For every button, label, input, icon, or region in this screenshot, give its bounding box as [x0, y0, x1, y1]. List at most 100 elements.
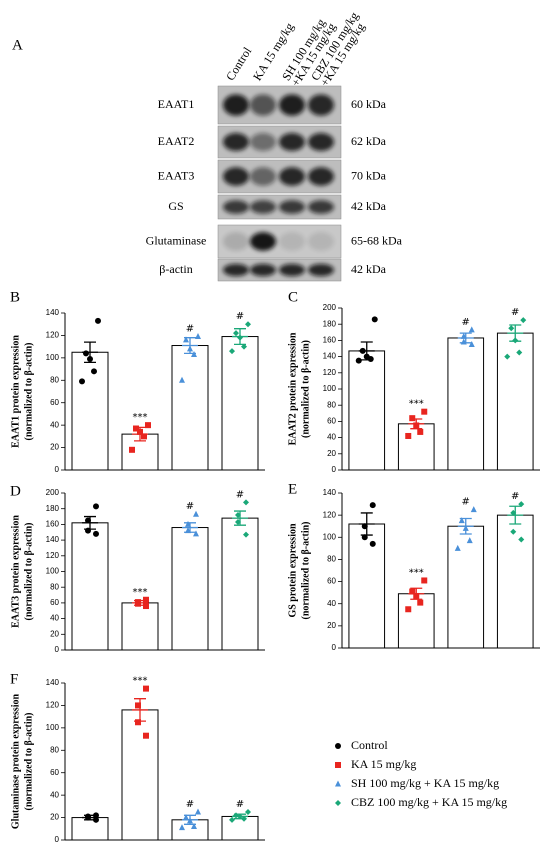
blot-band — [223, 263, 249, 277]
y-tick-label: 120 — [46, 331, 60, 340]
data-point — [85, 814, 91, 821]
significance-label: # — [186, 501, 194, 512]
row-label: GS — [168, 199, 183, 213]
data-point — [518, 536, 525, 543]
blot-band — [250, 133, 276, 151]
significance-label: # — [236, 311, 244, 322]
data-point — [335, 800, 341, 806]
y-tick-label: 40 — [327, 599, 336, 608]
data-point — [187, 817, 193, 824]
panel-letter: F — [10, 671, 18, 687]
data-point — [508, 325, 515, 332]
bar — [221, 517, 259, 651]
blot-band — [250, 200, 276, 214]
y-tick-label: 40 — [50, 420, 59, 429]
bar — [348, 350, 386, 471]
bar — [121, 709, 159, 841]
data-point — [143, 732, 149, 739]
data-point — [369, 502, 376, 509]
data-point — [185, 527, 191, 534]
data-point — [85, 517, 91, 524]
lane-label-line: Control — [223, 44, 255, 83]
data-point — [187, 345, 193, 352]
y-axis-label: (normalized to β-actin) — [23, 342, 34, 440]
size-label: 65-68 kDa — [351, 233, 403, 247]
data-point — [95, 317, 101, 324]
bar — [496, 332, 534, 471]
blot-band — [308, 232, 334, 251]
data-point — [191, 350, 197, 357]
data-point — [504, 353, 511, 360]
blot-band — [250, 167, 276, 186]
y-tick-label: 60 — [327, 417, 336, 426]
significance-label: # — [186, 324, 194, 335]
data-point — [518, 501, 525, 508]
data-point — [516, 349, 523, 356]
error-bar — [82, 341, 98, 363]
blot-band — [279, 133, 305, 151]
blot-band — [279, 94, 305, 116]
data-point — [409, 415, 416, 422]
y-tick-label: 140 — [46, 308, 60, 317]
blot-band — [250, 263, 276, 277]
y-tick-label: 0 — [55, 465, 60, 474]
data-point — [405, 606, 412, 613]
data-point — [335, 762, 341, 768]
y-tick-label: 20 — [50, 813, 59, 822]
data-point — [458, 517, 465, 524]
bar — [221, 815, 259, 841]
y-tick-label: 80 — [50, 375, 59, 384]
blot-band — [223, 200, 249, 214]
y-tick-label: 120 — [46, 701, 60, 710]
row-label: β-actin — [159, 262, 192, 276]
data-point — [510, 509, 517, 516]
error-bar — [182, 522, 198, 533]
data-point — [417, 428, 424, 435]
error-bar — [507, 324, 524, 342]
y-tick-label: 180 — [323, 319, 337, 328]
y-tick-label: 100 — [323, 532, 337, 541]
data-point — [241, 815, 247, 822]
row-label: EAAT3 — [158, 168, 195, 182]
bar — [171, 527, 209, 651]
y-tick-label: 80 — [327, 400, 336, 409]
data-point — [470, 506, 477, 513]
data-point — [135, 600, 141, 607]
y-axis-label: EAAT3 protein expression — [10, 515, 21, 628]
blot-band — [223, 232, 249, 251]
y-tick-label: 60 — [327, 577, 336, 586]
bar — [221, 336, 259, 471]
data-point — [141, 433, 147, 440]
y-tick-label: 0 — [55, 645, 60, 654]
data-point — [243, 531, 249, 538]
data-point — [83, 350, 89, 357]
y-tick-label: 60 — [50, 768, 59, 777]
panel-letter: D — [10, 483, 21, 499]
blot-band — [250, 232, 276, 251]
data-point — [87, 355, 93, 362]
significance-label: *** — [133, 676, 148, 687]
error-bar — [507, 505, 524, 525]
data-point — [243, 499, 249, 506]
y-axis-label: (normalized to β-actin) — [300, 340, 311, 438]
bar — [496, 514, 534, 649]
data-point — [195, 333, 201, 340]
blot-band — [223, 94, 249, 116]
panel-letter: C — [288, 289, 298, 305]
y-tick-label: 140 — [323, 352, 337, 361]
blot-band — [250, 94, 276, 116]
data-point — [85, 527, 91, 534]
data-point — [233, 330, 239, 337]
data-point — [143, 596, 149, 603]
size-label: 62 kDa — [351, 134, 387, 148]
y-tick-label: 120 — [46, 551, 60, 560]
data-point — [245, 808, 251, 815]
data-point — [361, 534, 368, 541]
data-point — [462, 524, 469, 531]
y-tick-label: 20 — [327, 449, 336, 458]
y-tick-label: 100 — [46, 353, 60, 362]
blot-band — [308, 167, 334, 186]
data-point — [183, 336, 189, 343]
y-tick-label: 20 — [50, 443, 59, 452]
